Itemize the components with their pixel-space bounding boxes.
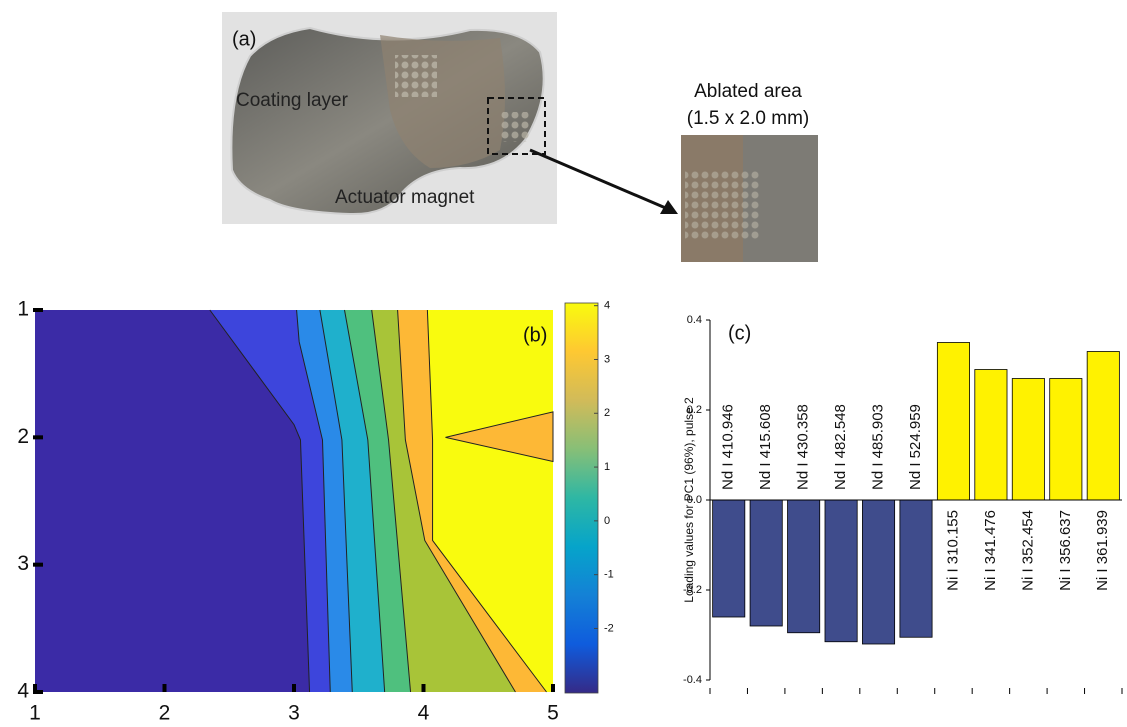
category-label: Ni I 310.155 (944, 510, 961, 591)
y-tick-label: -0.4 (683, 674, 702, 686)
bar (900, 500, 932, 637)
figure: (a) Coating layer Actuator magnet Ablate… (0, 0, 1127, 727)
category-label: Ni I 356.637 (1057, 510, 1074, 591)
zoom-title: Ablated area (694, 81, 802, 102)
category-label: Nd I 485.903 (870, 404, 887, 490)
bar (1012, 379, 1044, 501)
y-axis-label: Loading values for PC1 (96%), pulse 2 (682, 397, 696, 603)
colorbar-tick-label: 3 (604, 353, 610, 365)
y-tick-label: 1 (17, 298, 29, 321)
category-label: Nd I 482.548 (832, 404, 849, 490)
x-tick-label: 3 (288, 702, 300, 725)
colorbar-tick-label: -2 (604, 622, 614, 634)
bar (862, 500, 894, 644)
annotation: (b) (523, 324, 547, 346)
zoom-size: (1.5 x 2.0 mm) (687, 108, 809, 129)
colorbar-tick-label: 0 (604, 515, 610, 527)
colorbar-tick-label: 4 (604, 300, 610, 312)
photo-label: Actuator magnet (335, 187, 475, 208)
photo (222, 12, 818, 262)
bar (788, 500, 820, 633)
category-label: Ni I 341.476 (982, 510, 999, 591)
y-tick-label: 3 (17, 552, 29, 575)
bar (937, 343, 969, 501)
x-tick-label: 1 (29, 702, 41, 725)
x-tick-label: 2 (159, 702, 171, 725)
bar (1087, 352, 1119, 501)
x-tick-label: 5 (547, 702, 559, 725)
y-tick-label: 4 (17, 680, 29, 703)
bar (713, 500, 745, 617)
y-tick-label: 2 (17, 425, 29, 448)
colorbar-tick-label: 1 (604, 461, 610, 473)
annotation: (c) (728, 322, 751, 344)
category-label: Nd I 415.608 (757, 404, 774, 490)
category-label: Nd I 410.946 (720, 404, 737, 490)
colorbar (565, 303, 598, 693)
colorbar-tick-label: -1 (604, 569, 614, 581)
bar (975, 370, 1007, 501)
bar (1050, 379, 1082, 501)
x-tick-label: 4 (418, 702, 430, 725)
colorbar-tick-label: 2 (604, 407, 610, 419)
category-label: Ni I 361.939 (1094, 510, 1111, 591)
category-label: Nd I 524.959 (907, 404, 924, 490)
contour-chart: 1 2 3 4 5 1 2 3 4 (b) -2 -1 0 1 2 3 4 (17, 298, 613, 725)
y-tick-label: 0.4 (687, 314, 702, 326)
bar (750, 500, 782, 626)
category-label: Nd I 430.358 (795, 404, 812, 490)
category-label: Ni I 352.454 (1019, 510, 1036, 591)
panel-label: (a) (232, 28, 256, 50)
photo-label: Coating layer (236, 90, 349, 111)
bar (825, 500, 857, 642)
